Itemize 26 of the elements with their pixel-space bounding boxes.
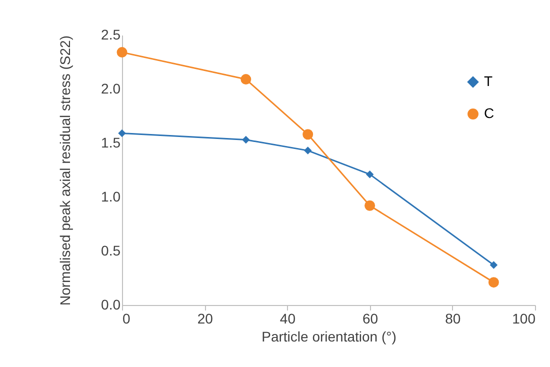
- x-tick-label: 40: [280, 310, 296, 326]
- x-tick-label: 60: [362, 310, 378, 326]
- x-tick-label: 80: [445, 310, 461, 326]
- legend-label: T: [484, 73, 493, 89]
- y-tick-label: 2.0: [101, 80, 121, 96]
- point: [118, 129, 126, 138]
- point: [304, 146, 312, 154]
- y-tick-label: 2.5: [101, 26, 121, 42]
- legend-label: C: [484, 105, 494, 121]
- point: [302, 129, 314, 140]
- point: [240, 74, 252, 85]
- x-tick-label: 0: [122, 310, 130, 326]
- y-tick-label: 0.0: [101, 296, 121, 312]
- y-tick-label: 1.0: [101, 188, 121, 204]
- x-axis-title: Particle orientation (°): [262, 328, 396, 344]
- x-tick-label: 100: [512, 310, 536, 326]
- point: [366, 170, 374, 178]
- point: [242, 136, 250, 144]
- point: [490, 261, 498, 269]
- y-axis-title: Normalised peak axial residual stress (S22): [57, 36, 74, 306]
- y-tick-label: 0.5: [101, 242, 121, 258]
- y-tick-label: 1.5: [101, 134, 121, 150]
- point: [116, 47, 128, 58]
- x-tick-label: 20: [197, 310, 214, 326]
- point: [488, 277, 499, 288]
- point: [364, 200, 376, 211]
